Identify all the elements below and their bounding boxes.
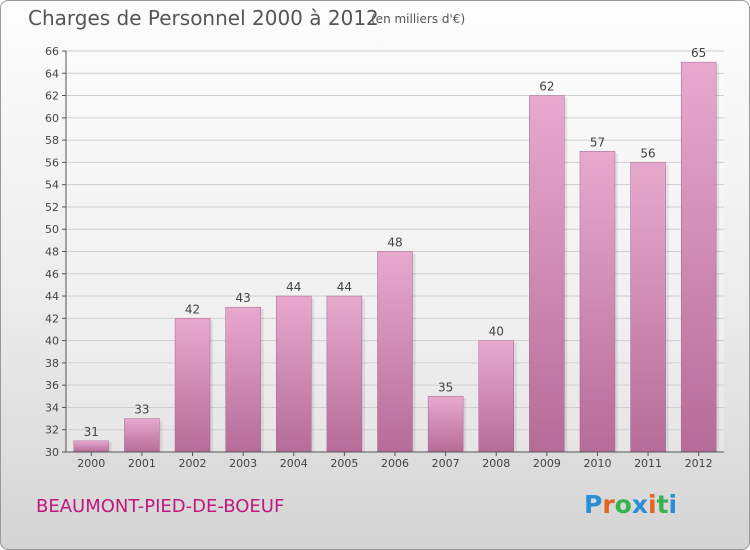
data-label: 44 xyxy=(337,280,352,294)
y-tick-label: 34 xyxy=(45,401,59,414)
data-label: 48 xyxy=(387,236,402,250)
y-tick-label: 44 xyxy=(45,290,59,303)
bar xyxy=(680,61,717,453)
bar xyxy=(529,95,565,453)
y-tick-label: 56 xyxy=(45,156,59,169)
bar xyxy=(73,440,110,453)
bar xyxy=(124,418,160,453)
logo-letter: P xyxy=(584,490,603,519)
y-tick-label: 42 xyxy=(45,312,59,325)
data-label: 33 xyxy=(134,403,149,417)
y-tick-label: 48 xyxy=(45,246,59,259)
y-tick-label: 62 xyxy=(45,90,59,103)
y-tick-label: 46 xyxy=(45,268,59,281)
x-tick-label: 2008 xyxy=(482,457,510,470)
y-tick-label: 36 xyxy=(45,379,59,392)
data-label: 65 xyxy=(691,46,706,60)
data-label: 43 xyxy=(236,291,251,305)
logo-letter: t xyxy=(656,490,669,519)
bar xyxy=(377,251,413,453)
y-tick-label: 52 xyxy=(45,201,59,214)
bar xyxy=(326,295,363,453)
x-tick-label: 2010 xyxy=(583,457,611,470)
y-tick-label: 32 xyxy=(45,424,59,437)
data-label: 56 xyxy=(640,146,655,160)
logo-letter: i xyxy=(648,490,657,519)
x-tick-label: 2000 xyxy=(77,457,105,470)
x-tick-label: 2002 xyxy=(179,457,207,470)
chart-unit: (en milliers d'€) xyxy=(371,12,466,26)
proxiti-logo[interactable]: Proxiti xyxy=(584,490,677,519)
y-tick-label: 50 xyxy=(45,223,59,236)
logo-letter: o xyxy=(614,490,632,519)
bar xyxy=(174,318,211,453)
x-tick-label: 2004 xyxy=(280,457,308,470)
x-tick-label: 2007 xyxy=(432,457,460,470)
data-label: 35 xyxy=(438,380,453,394)
bar xyxy=(276,295,312,453)
data-label: 62 xyxy=(539,80,554,94)
location-name: BEAUMONT-PIED-DE-BOEUF xyxy=(36,496,285,517)
x-tick-label: 2003 xyxy=(229,457,257,470)
y-tick-label: 30 xyxy=(45,446,59,459)
x-tick-label: 2005 xyxy=(330,457,358,470)
data-label: 57 xyxy=(590,135,605,149)
data-label: 42 xyxy=(185,302,200,316)
chart-title: Charges de Personnel 2000 à 2012 xyxy=(28,6,379,30)
labels: 30 32 34 36 38 40 42 44 46 48 50 52 54 56 58 60 62 64 66 31… xyxy=(45,45,713,470)
x-tick-label: 2012 xyxy=(685,457,713,470)
x-tick-label: 2001 xyxy=(128,457,156,470)
y-tick-label: 38 xyxy=(45,357,59,370)
data-label: 44 xyxy=(286,280,301,294)
y-tick-label: 54 xyxy=(45,179,59,192)
logo-letter: x xyxy=(631,490,648,519)
y-tick-label: 66 xyxy=(45,45,59,58)
bar xyxy=(427,396,464,453)
y-tick-label: 58 xyxy=(45,134,59,147)
axes xyxy=(62,50,724,456)
bar xyxy=(478,340,514,453)
bar xyxy=(225,306,261,453)
bars xyxy=(73,61,720,453)
x-tick-label: 2011 xyxy=(634,457,662,470)
x-tick-label: 2009 xyxy=(533,457,561,470)
data-label: 31 xyxy=(84,425,99,439)
y-tick-label: 40 xyxy=(45,335,59,348)
logo-letter: i xyxy=(668,490,678,519)
y-tick-label: 64 xyxy=(45,67,59,80)
bar xyxy=(630,162,666,453)
bar xyxy=(579,151,616,453)
y-tick-label: 60 xyxy=(45,112,59,125)
logo-letter: r xyxy=(602,490,615,519)
x-tick-label: 2006 xyxy=(381,457,409,470)
data-label: 40 xyxy=(489,325,504,339)
